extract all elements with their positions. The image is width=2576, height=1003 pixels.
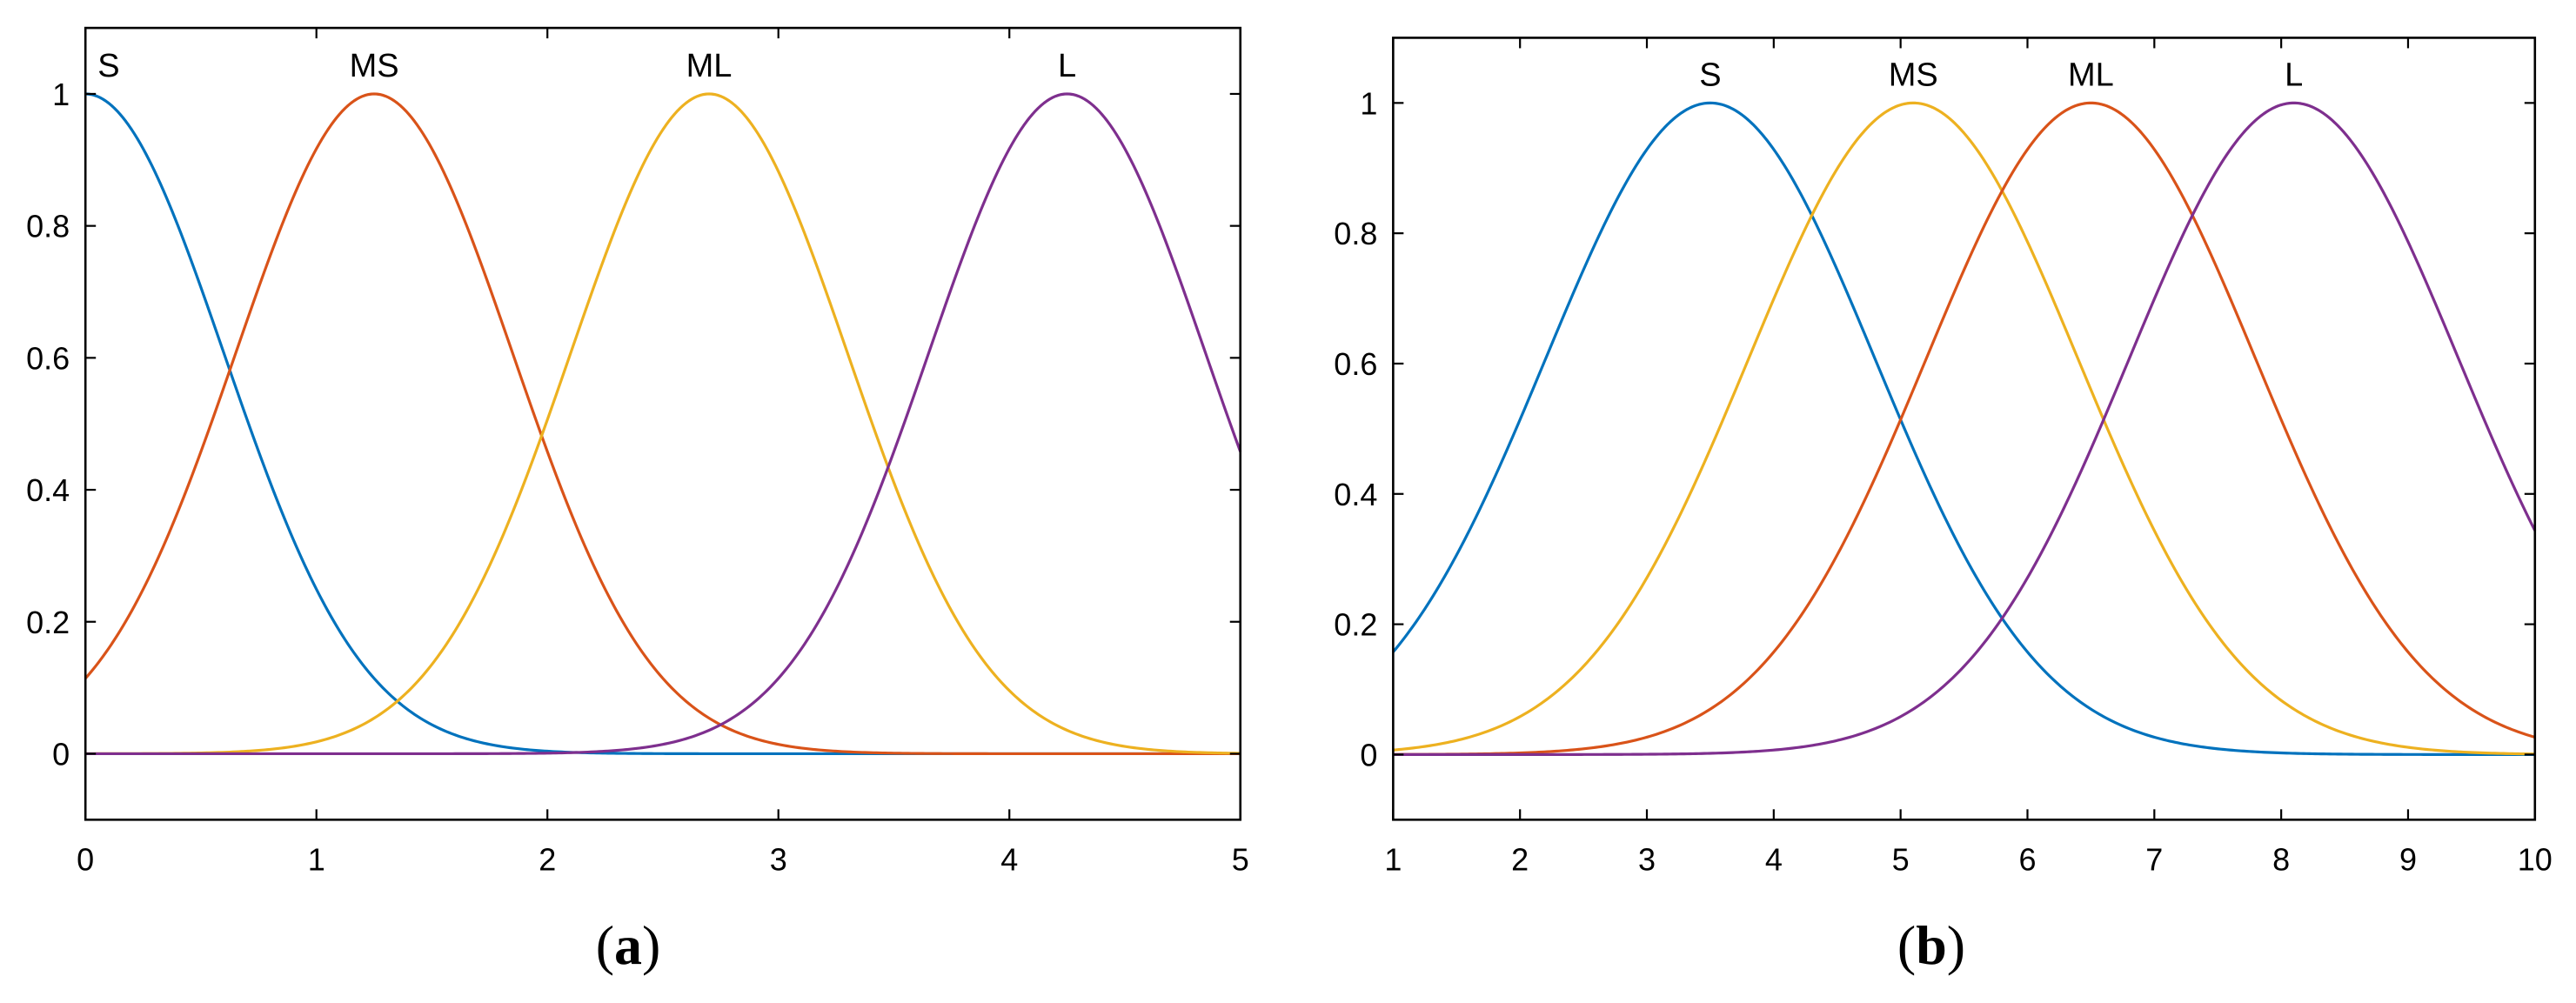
x-tick-label: 5 xyxy=(1232,841,1249,877)
series-line-ms xyxy=(84,92,1241,756)
y-tick-label: 0.6 xyxy=(1334,346,1377,382)
series-line-l xyxy=(85,92,1242,756)
y-tick-label: 0.6 xyxy=(26,340,70,376)
chart-panel-a: 0 1 2 3 4 500.20.40.60.81S MS ML L xyxy=(26,26,1249,877)
series-label-l: L xyxy=(1058,48,1076,84)
y-tick-label: 0.8 xyxy=(1334,216,1377,251)
y-tick-label: 0.4 xyxy=(1334,477,1377,512)
y-tick-label: 0.4 xyxy=(26,472,70,508)
x-tick-label: 5 xyxy=(1892,841,1910,877)
x-tick-label: 7 xyxy=(2145,841,2163,877)
y-tick-label: 0 xyxy=(1360,737,1377,772)
series-label-l: L xyxy=(2285,57,2303,93)
series-label-ml: ML xyxy=(2068,57,2114,93)
caption-b-close: ) xyxy=(1946,914,1966,976)
caption-a: (a) xyxy=(541,913,715,978)
series-label-ml: ML xyxy=(686,48,733,84)
series-line-l xyxy=(1393,101,2537,757)
axes-box xyxy=(1392,37,2537,821)
x-tick-label: 4 xyxy=(1000,841,1018,877)
x-tick-label: 1 xyxy=(1384,841,1402,877)
caption-b: (b) xyxy=(1844,913,2018,978)
caption-a-close: ) xyxy=(642,914,661,976)
x-tick-label: 10 xyxy=(2518,841,2553,877)
x-tick-label: 1 xyxy=(308,841,325,877)
x-tick-label: 4 xyxy=(1765,841,1783,877)
series-label-ms: MS xyxy=(350,48,399,84)
series-line-ml xyxy=(85,92,1241,756)
y-tick-label: 1 xyxy=(1360,85,1377,121)
series-line-ml xyxy=(1393,101,2536,756)
caption-b-letter: b xyxy=(1916,914,1947,976)
axes-box xyxy=(84,26,1242,821)
series-line-s xyxy=(85,92,1241,756)
x-tick-label: 0 xyxy=(77,841,94,877)
x-tick-label: 3 xyxy=(770,841,787,877)
x-tick-label: 3 xyxy=(1638,841,1656,877)
y-tick-label: 0 xyxy=(52,736,70,772)
chart-panel-b: 1 2 3 4 5 6 7 8 9 10 0 0.2 0.4 0.6 0.8 1 S MS ML L xyxy=(1334,37,2553,877)
caption-a-letter: a xyxy=(614,914,642,976)
y-tick-label: 0.2 xyxy=(1334,607,1377,643)
x-tick-label: 8 xyxy=(2272,841,2290,877)
series-label-s: S xyxy=(97,48,119,84)
series-line-ms xyxy=(1393,101,2535,756)
y-tick-label: 0.8 xyxy=(26,209,70,244)
caption-a-open: ( xyxy=(595,914,614,976)
series-line-s xyxy=(1392,101,2535,757)
y-tick-label: 0.2 xyxy=(26,605,70,640)
y-tick-label: 1 xyxy=(52,77,70,112)
x-tick-label: 2 xyxy=(1511,841,1529,877)
caption-b-open: ( xyxy=(1897,914,1917,976)
series-label-s: S xyxy=(1699,57,1721,93)
x-tick-label: 2 xyxy=(539,841,556,877)
series-label-ms: MS xyxy=(1889,57,1938,93)
x-tick-label: 9 xyxy=(2399,841,2417,877)
x-tick-label: 6 xyxy=(2018,841,2036,877)
